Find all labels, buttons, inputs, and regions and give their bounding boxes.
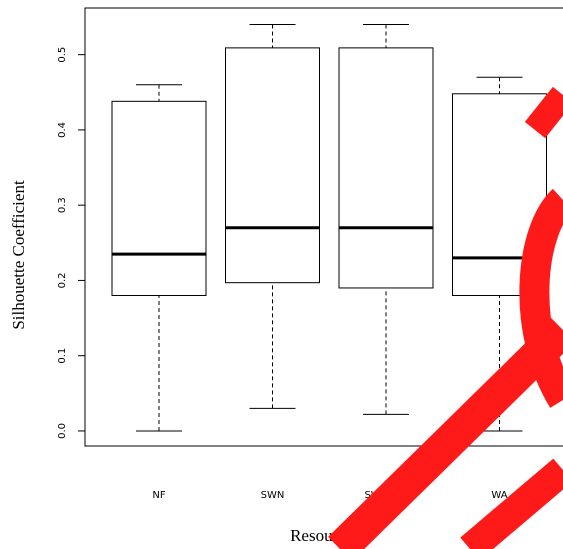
y-tick-label: 0.1 <box>57 348 68 364</box>
plot-frame <box>84 7 563 447</box>
y-tick-label: 0.4 <box>57 122 68 138</box>
y-tick-label: 0.0 <box>57 423 68 439</box>
marks: 0.00.10.20.30.40.5NF SWN SWN-WA WA <box>57 24 547 501</box>
overlay-stroke <box>524 86 563 139</box>
red-overlay <box>328 86 563 549</box>
box <box>338 47 434 289</box>
y-axis-title: Silhouette Coefficient <box>9 180 28 330</box>
x-tick-label: NF <box>152 490 165 501</box>
y-tick-label: 0.5 <box>57 47 68 63</box>
box <box>225 47 320 284</box>
overlay-stroke <box>460 458 563 549</box>
y-tick-label: 0.2 <box>57 272 68 288</box>
x-tick-label: WA <box>491 490 507 501</box>
overlay-stroke <box>328 317 563 549</box>
y-tick-label: 0.3 <box>57 197 68 213</box>
overlay-arc <box>519 188 563 408</box>
x-tick-label: SWN <box>261 490 285 501</box>
box <box>111 100 207 296</box>
